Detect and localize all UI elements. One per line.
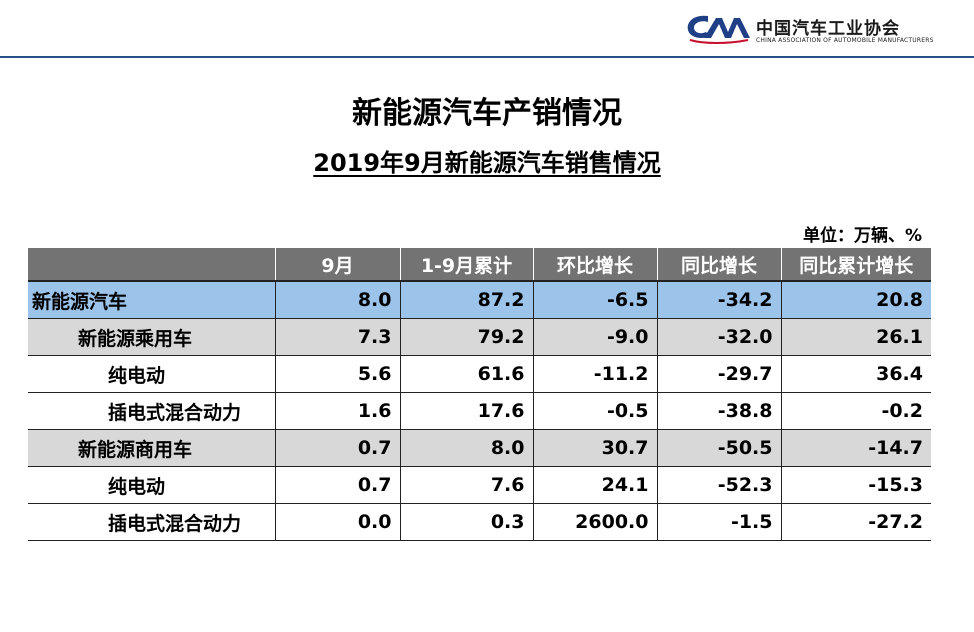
column-header-blank — [28, 248, 276, 282]
row-label: 新能源汽车 — [28, 281, 276, 319]
logo-chinese-name: 中国汽车工业协会 — [756, 19, 900, 39]
cell-yoy-ytd: -15.3 — [781, 466, 931, 504]
caam-logo-mark-icon — [687, 15, 750, 44]
cell-mom: -11.2 — [533, 355, 658, 393]
row-label: 新能源乘用车 — [28, 318, 276, 356]
cell-yoy-ytd: -14.7 — [781, 429, 931, 467]
cell-yoy-ytd: 20.8 — [781, 281, 931, 319]
unit-note: 单位：万辆、% — [802, 226, 922, 246]
cell-yoy: -32.0 — [657, 318, 782, 356]
page-title: 新能源汽车产销情况 — [352, 96, 622, 131]
column-header-ytd: 1-9月累计 — [400, 248, 534, 282]
cell-mom: -9.0 — [533, 318, 658, 356]
logo-english-name: CHINA ASSOCIATION OF AUTOMOBILE MANUFACT… — [756, 37, 934, 44]
sales-table: 9月 1-9月累计 环比增长 同比增长 同比累计增长 新能源汽车 8.0 87.… — [28, 248, 931, 541]
cell-mom: -6.5 — [533, 281, 658, 319]
cell-mom: 24.1 — [533, 466, 658, 504]
cell-yoy: -52.3 — [657, 466, 782, 504]
cell-ytd: 0.3 — [400, 503, 534, 541]
cell-mom: 30.7 — [533, 429, 658, 467]
cell-ytd: 79.2 — [400, 318, 534, 356]
cell-yoy-ytd: -0.2 — [781, 392, 931, 430]
cell-mom: -0.5 — [533, 392, 658, 430]
cell-yoy: -50.5 — [657, 429, 782, 467]
row-label: 纯电动 — [28, 466, 276, 504]
cell-month: 0.7 — [275, 466, 401, 504]
page-subtitle: 2019年9月新能源汽车销售情况 — [0, 143, 974, 178]
table-header-row: 9月 1-9月累计 环比增长 同比增长 同比累计增长 — [28, 248, 931, 282]
row-label: 新能源商用车 — [28, 429, 276, 467]
cell-yoy-ytd: 26.1 — [781, 318, 931, 356]
table-row: 插电式混合动力 1.6 17.6 -0.5 -38.8 -0.2 — [28, 392, 931, 430]
cell-month: 1.6 — [275, 392, 401, 430]
cell-month: 7.3 — [275, 318, 401, 356]
cell-yoy: -38.8 — [657, 392, 782, 430]
row-label: 纯电动 — [28, 355, 276, 393]
row-label: 插电式混合动力 — [28, 392, 276, 430]
column-header-yoy: 同比增长 — [657, 248, 782, 282]
cell-ytd: 61.6 — [400, 355, 534, 393]
cell-month: 0.7 — [275, 429, 401, 467]
caam-logo: 中国汽车工业协会 CHINA ASSOCIATION OF AUTOMOBILE… — [684, 10, 934, 50]
cell-yoy: -29.7 — [657, 355, 782, 393]
cell-month: 5.6 — [275, 355, 401, 393]
cell-month: 0.0 — [275, 503, 401, 541]
row-label: 插电式混合动力 — [28, 503, 276, 541]
cell-month: 8.0 — [275, 281, 401, 319]
cell-ytd: 87.2 — [400, 281, 534, 319]
table-row: 纯电动 0.7 7.6 24.1 -52.3 -15.3 — [28, 466, 931, 504]
column-header-mom: 环比增长 — [533, 248, 658, 282]
cell-yoy-ytd: 36.4 — [781, 355, 931, 393]
cell-yoy-ytd: -27.2 — [781, 503, 931, 541]
cell-ytd: 17.6 — [400, 392, 534, 430]
column-header-month: 9月 — [275, 248, 401, 282]
cell-mom: 2600.0 — [533, 503, 658, 541]
table-row: 新能源商用车 0.7 8.0 30.7 -50.5 -14.7 — [28, 429, 931, 467]
table-row: 新能源汽车 8.0 87.2 -6.5 -34.2 20.8 — [28, 281, 931, 319]
table-row: 纯电动 5.6 61.6 -11.2 -29.7 36.4 — [28, 355, 931, 393]
cell-ytd: 8.0 — [400, 429, 534, 467]
table-row: 新能源乘用车 7.3 79.2 -9.0 -32.0 26.1 — [28, 318, 931, 356]
subtitle-text: 2019年9月新能源汽车销售情况 — [313, 149, 661, 177]
column-header-yoy-ytd: 同比累计增长 — [781, 248, 931, 282]
top-header-bar: 中国汽车工业协会 CHINA ASSOCIATION OF AUTOMOBILE… — [0, 0, 974, 58]
table-row: 插电式混合动力 0.0 0.3 2600.0 -1.5 -27.2 — [28, 503, 931, 541]
cell-ytd: 7.6 — [400, 466, 534, 504]
cell-yoy: -34.2 — [657, 281, 782, 319]
cell-yoy: -1.5 — [657, 503, 782, 541]
